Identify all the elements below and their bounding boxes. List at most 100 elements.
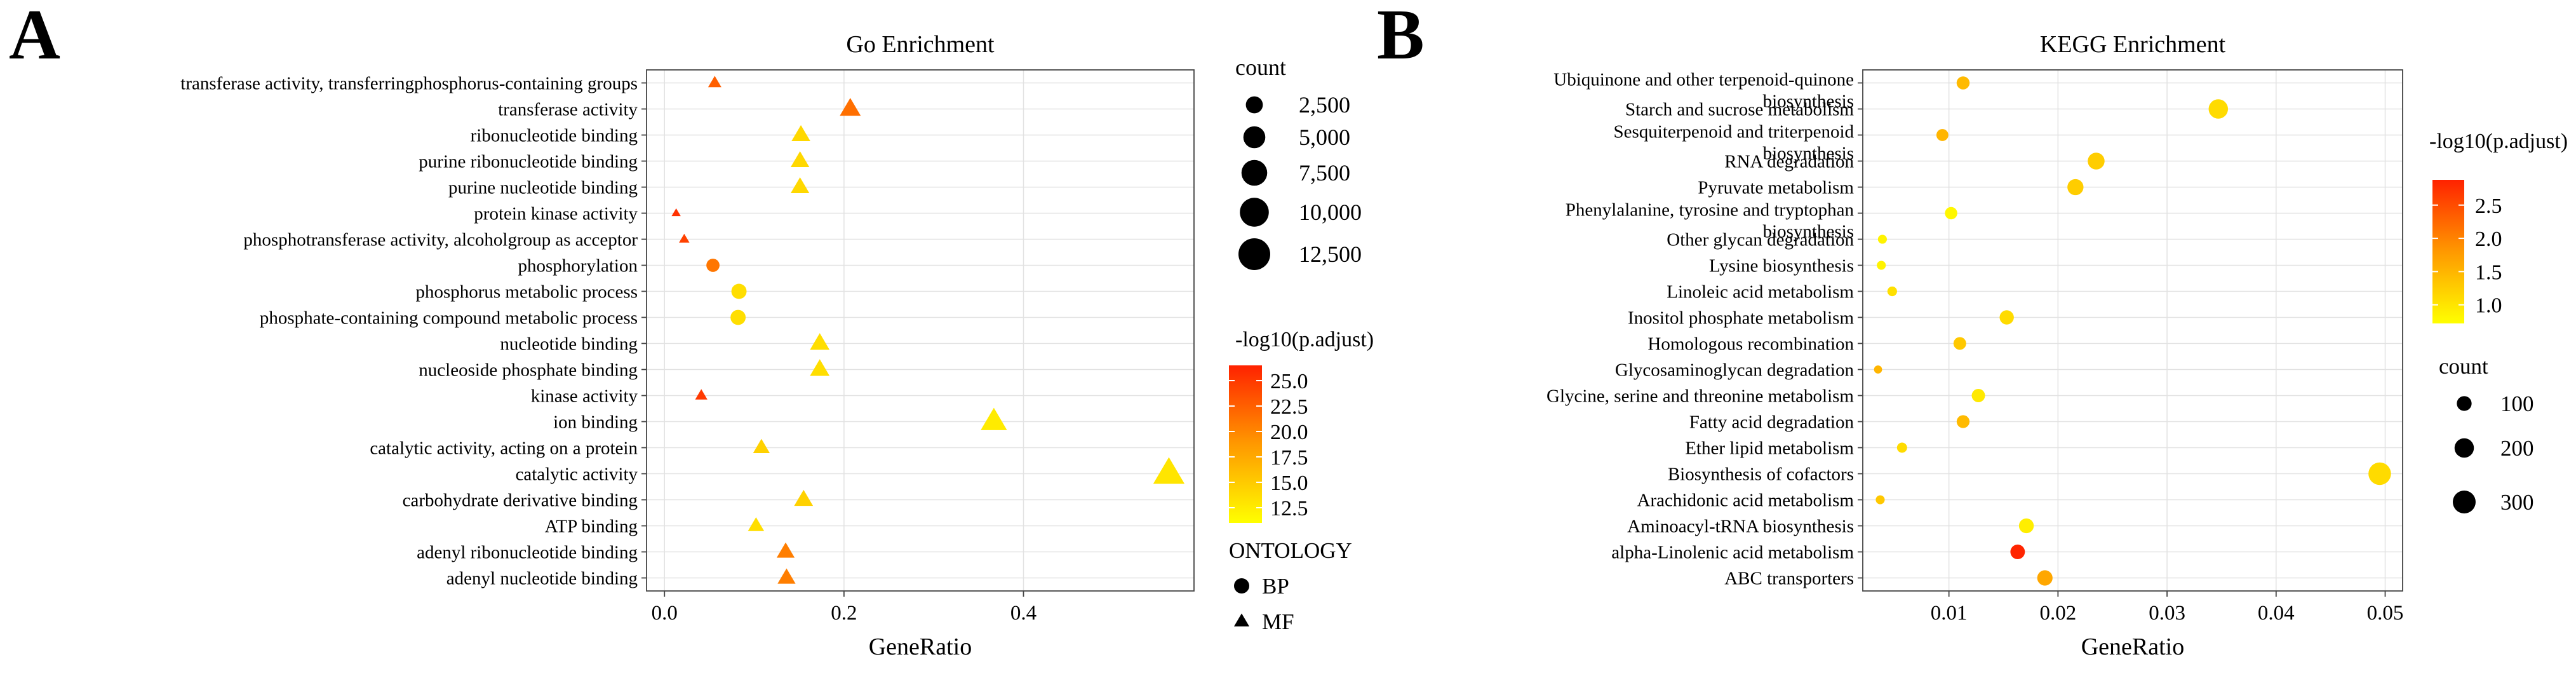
data-point-triangle — [776, 542, 795, 558]
go-enrichment-panel: A Go Enrichment transferase activity, tran… — [9, 0, 1374, 660]
data-point-circle — [706, 259, 720, 272]
data-point-triangle — [791, 125, 810, 142]
y-tick-label: Phenylalanine, tyrosine and tryptophan — [1566, 200, 1855, 220]
data-point-circle — [2088, 153, 2105, 170]
size-legend-title: count — [2439, 354, 2488, 379]
y-tick-label: biosynthesis — [1763, 144, 1854, 164]
plot-frame — [646, 69, 1195, 592]
x-axis-label: GeneRatio — [2081, 634, 2185, 660]
y-tick-label: Glycosaminoglycan degradation — [1615, 360, 1855, 381]
chart-title: KEGG Enrichment — [2040, 31, 2226, 58]
color-legend-label: 2.0 — [2475, 227, 2502, 251]
y-tick-label: Homologous recombination — [1647, 334, 1854, 355]
data-point-triangle — [810, 359, 830, 376]
y-tick-label: Lysine biosynthesis — [1709, 256, 1854, 276]
data-point-circle — [2368, 462, 2391, 485]
y-tick-label: Fatty acid degradation — [1689, 412, 1855, 433]
y-tick-label: Sesquiterpenoid and triterpenoid — [1613, 122, 1854, 142]
data-point-triangle — [753, 438, 770, 453]
panel-letter: A — [9, 0, 60, 74]
y-tick-label: protein kinase activity — [474, 204, 638, 224]
data-point-triangle — [794, 489, 814, 506]
y-tick-label: phosphate-containing compound metabolic … — [260, 308, 638, 329]
data-point-triangle — [790, 151, 810, 168]
color-legend-label: 1.0 — [2475, 294, 2502, 318]
color-legend-bar — [1229, 365, 1262, 523]
x-tick-label: 0.2 — [831, 602, 857, 625]
data-point-circle — [1887, 286, 1897, 297]
data-point-circle — [1896, 442, 1907, 453]
color-legend-title: -log10(p.adjust) — [1235, 328, 1374, 351]
data-point-triangle — [1153, 457, 1185, 484]
y-tick-label: Aminoacyl-tRNA biosynthesis — [1627, 517, 1854, 537]
data-point-circle — [1999, 310, 2014, 325]
y-tick-label: ATP binding — [545, 517, 638, 537]
size-legend-label: 7,500 — [1299, 160, 1350, 186]
shape-legend-triangle — [1234, 613, 1249, 627]
y-tick-label: biosynthesis — [1763, 92, 1854, 112]
size-legend-label: 200 — [2500, 436, 2534, 461]
data-point-triangle — [695, 389, 708, 400]
y-tick-label: purine nucleotide binding — [448, 178, 638, 198]
color-legend-label: 17.5 — [1270, 446, 1308, 470]
y-tick-label: ABC transporters — [1724, 569, 1854, 589]
shape-legend-label: BP — [1262, 574, 1289, 599]
size-legend-circle — [1240, 198, 1269, 227]
plot-area — [647, 70, 1194, 591]
data-point-triangle — [810, 333, 830, 350]
data-point-triangle — [840, 98, 861, 116]
y-tick-label: ribonucleotide binding — [471, 126, 638, 146]
data-point-circle — [2018, 518, 2034, 534]
y-tick-label: purine ribonucleotide binding — [419, 152, 638, 172]
data-point-circle — [1956, 76, 1970, 90]
data-point-circle — [1945, 207, 1957, 220]
x-axis-label: GeneRatio — [869, 634, 972, 660]
data-point-circle — [730, 309, 746, 325]
x-tick-label: 0.04 — [2258, 602, 2295, 625]
size-legend-title: count — [1235, 55, 1286, 80]
data-point-circle — [1956, 415, 1970, 428]
x-tick-label: 0.03 — [2149, 602, 2185, 625]
y-tick-label: ion binding — [553, 412, 638, 433]
size-legend-circle — [1243, 126, 1266, 149]
y-tick-label: transferase activity — [498, 100, 638, 120]
size-legend-circle — [1245, 96, 1263, 114]
y-tick-label: Ubiquinone and other terpenoid-quinone — [1553, 70, 1854, 90]
data-point-circle — [1953, 337, 1966, 350]
color-legend-label: 2.5 — [2475, 194, 2502, 218]
size-legend-circle — [1241, 159, 1268, 186]
size-legend-circle — [1238, 238, 1270, 270]
y-tick-label: phosphotransferase activity, alcoholgrou… — [243, 230, 638, 250]
y-tick-label: Arachidonic acid metabolism — [1637, 491, 1855, 511]
y-tick-label: Biosynthesis of cofactors — [1668, 465, 1854, 485]
data-point-circle — [1874, 365, 1882, 374]
data-point-circle — [1877, 234, 1887, 244]
data-point-circle — [1936, 129, 1949, 141]
size-legend-label: 100 — [2500, 391, 2534, 416]
size-legend-circle — [2453, 491, 2476, 513]
y-tick-label: Glycine, serine and threonine metabolism — [1546, 386, 1854, 407]
y-tick-label: Starch and sucrose metabolism — [1625, 100, 1854, 120]
data-point-circle — [2067, 179, 2084, 196]
color-legend-label: 15.0 — [1270, 471, 1308, 495]
chart-title: Go Enrichment — [846, 31, 995, 58]
y-tick-label: kinase activity — [531, 386, 638, 407]
y-tick-label: nucleoside phosphate binding — [419, 360, 638, 381]
y-tick-label: adenyl nucleotide binding — [446, 569, 638, 589]
data-point-triangle — [708, 76, 721, 88]
data-point-circle — [2037, 570, 2053, 586]
y-tick-label: Linoleic acid metabolism — [1667, 282, 1854, 302]
color-legend-title: -log10(p.adjust) — [2429, 130, 2568, 153]
data-point-triangle — [748, 517, 765, 531]
panel-letter: B — [1377, 0, 1425, 74]
data-point-circle — [2208, 99, 2229, 119]
size-legend-label: 300 — [2500, 490, 2534, 515]
y-tick-label: carbohydrate derivative binding — [403, 491, 638, 511]
y-tick-label: nucleotide binding — [500, 334, 638, 355]
y-tick-label: transferase activity, transferringphosph… — [180, 74, 638, 94]
y-tick-label: Inositol phosphate metabolism — [1628, 308, 1854, 329]
x-tick-label: 0.05 — [2367, 602, 2404, 625]
plot-frame — [1862, 69, 2403, 592]
data-point-triangle — [671, 208, 681, 217]
